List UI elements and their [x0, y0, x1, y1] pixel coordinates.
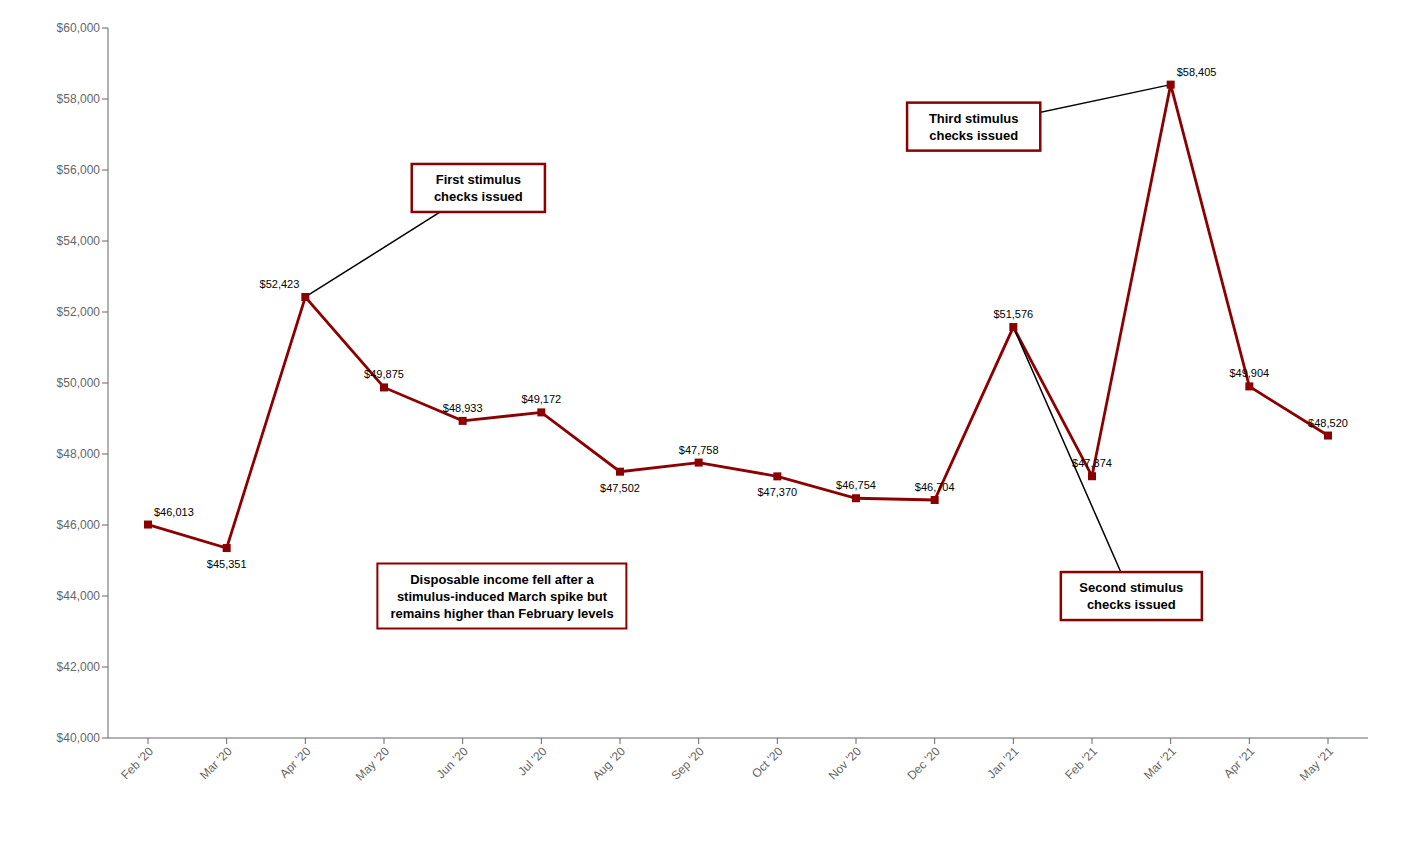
- svg-text:$54,000: $54,000: [57, 234, 101, 248]
- svg-text:$40,000: $40,000: [57, 731, 101, 745]
- svg-text:Nov '20: Nov '20: [826, 744, 865, 783]
- svg-text:Jul '20: Jul '20: [515, 744, 549, 778]
- svg-text:$51,576: $51,576: [993, 308, 1033, 320]
- svg-text:Sep '20: Sep '20: [668, 744, 707, 783]
- svg-text:Jun '20: Jun '20: [434, 744, 471, 781]
- svg-text:$47,370: $47,370: [757, 486, 797, 498]
- svg-text:$50,000: $50,000: [57, 376, 101, 390]
- html-text:Disposable income fell after a: Disposable income fell after a stimulus-…: [390, 571, 614, 621]
- svg-text:May '20: May '20: [353, 744, 393, 784]
- svg-text:$48,000: $48,000: [57, 447, 101, 461]
- svg-text:Feb '21: Feb '21: [1062, 744, 1100, 782]
- svg-text:$44,000: $44,000: [57, 589, 101, 603]
- svg-text:Second stimuluschecks issued: Second stimuluschecks issued: [1079, 580, 1183, 612]
- svg-text:$47,374: $47,374: [1072, 457, 1112, 469]
- svg-text:$46,000: $46,000: [57, 518, 101, 532]
- svg-text:$58,000: $58,000: [57, 92, 101, 106]
- svg-text:$56,000: $56,000: [57, 163, 101, 177]
- svg-text:$45,351: $45,351: [207, 558, 247, 570]
- svg-text:$60,000: $60,000: [57, 21, 101, 35]
- svg-text:$52,000: $52,000: [57, 305, 101, 319]
- svg-text:Dec '20: Dec '20: [904, 744, 943, 783]
- svg-text:Apr '20: Apr '20: [277, 744, 314, 781]
- svg-text:First stimuluschecks issued: First stimuluschecks issued: [434, 172, 523, 204]
- svg-text:Third stimuluschecks issued: Third stimuluschecks issued: [929, 111, 1019, 143]
- svg-text:$48,933: $48,933: [443, 402, 483, 414]
- svg-text:$58,405: $58,405: [1177, 66, 1217, 78]
- svg-text:$49,172: $49,172: [521, 393, 561, 405]
- svg-text:$52,423: $52,423: [260, 278, 300, 290]
- svg-text:$47,502: $47,502: [600, 482, 640, 494]
- svg-text:$48,520: $48,520: [1308, 417, 1348, 429]
- svg-text:$49,875: $49,875: [364, 368, 404, 380]
- svg-text:Jan '21: Jan '21: [984, 744, 1021, 781]
- svg-text:May '21: May '21: [1297, 744, 1337, 784]
- svg-text:$46,704: $46,704: [915, 481, 955, 493]
- svg-text:Mar '21: Mar '21: [1141, 744, 1179, 782]
- svg-text:Mar '20: Mar '20: [197, 744, 235, 782]
- svg-text:Aug '20: Aug '20: [590, 744, 629, 783]
- svg-text:$47,758: $47,758: [679, 444, 719, 456]
- svg-text:$49,904: $49,904: [1229, 367, 1269, 379]
- svg-text:Apr '21: Apr '21: [1221, 744, 1258, 781]
- svg-text:$46,754: $46,754: [836, 479, 876, 491]
- svg-text:Oct '20: Oct '20: [749, 744, 786, 781]
- svg-text:Feb '20: Feb '20: [118, 744, 156, 782]
- svg-text:$46,013: $46,013: [154, 506, 194, 518]
- svg-text:$42,000: $42,000: [57, 660, 101, 674]
